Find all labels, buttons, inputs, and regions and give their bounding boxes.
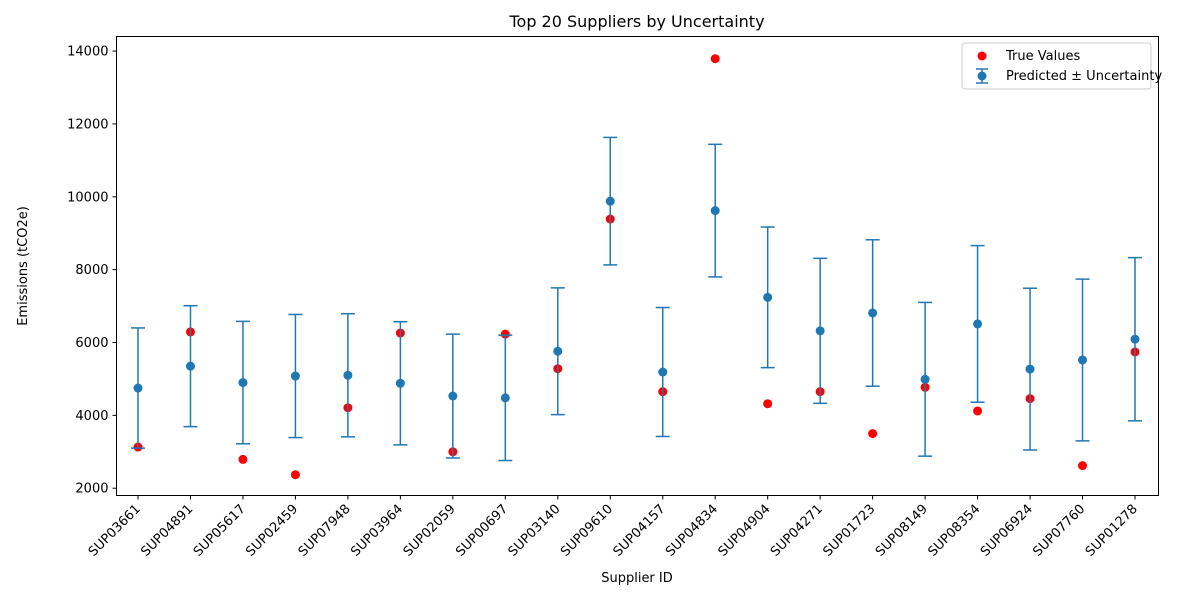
predicted-point [710,206,720,216]
legend-label-predicted: Predicted ± Uncertainty [1006,69,1162,84]
true-value-point [500,329,510,339]
y-axis-title: Emissions (tCO2e) [16,206,31,326]
y-tick-label: 6000 [75,336,108,351]
true-value-point [1078,461,1088,471]
y-tick-label: 4000 [75,409,108,424]
x-axis-title: Supplier ID [601,571,673,586]
predicted-point [815,326,825,336]
legend: True Values Predicted ± Uncertainty [961,42,1162,90]
legend-marker-true-values [977,51,987,61]
predicted-point [290,371,300,381]
true-value-point [238,454,248,464]
true-value-point [868,429,878,439]
predicted-point [448,391,458,401]
predicted-point [133,383,143,393]
y-tick-label: 12000 [67,117,108,132]
true-value-point [710,54,720,64]
legend-marker-predicted [977,71,987,81]
predicted-point [1078,355,1088,365]
predicted-point [1025,364,1035,374]
predicted-point [658,367,668,377]
predicted-point [185,361,195,371]
chart-title: Top 20 Suppliers by Uncertainty [508,12,764,31]
y-tick-label: 10000 [67,190,108,205]
y-tick-label: 8000 [75,263,108,278]
true-value-point [290,470,300,480]
predicted-point [605,196,615,206]
y-tick-label: 2000 [75,482,108,497]
y-tick-label: 14000 [67,45,108,60]
predicted-point [1130,334,1140,344]
predicted-point [553,346,563,356]
plot-frame [116,36,1159,496]
legend-box [961,42,1152,90]
legend-label-true-values: True Values [1005,49,1080,64]
predicted-point [238,378,248,388]
predicted-point [973,319,983,329]
predicted-point [920,374,930,384]
true-value-point [763,399,773,409]
predicted-point [395,378,405,388]
predicted-point [500,393,510,403]
true-value-point [973,406,983,416]
predicted-point [343,370,353,380]
predicted-point [763,292,773,302]
predicted-point [868,308,878,318]
